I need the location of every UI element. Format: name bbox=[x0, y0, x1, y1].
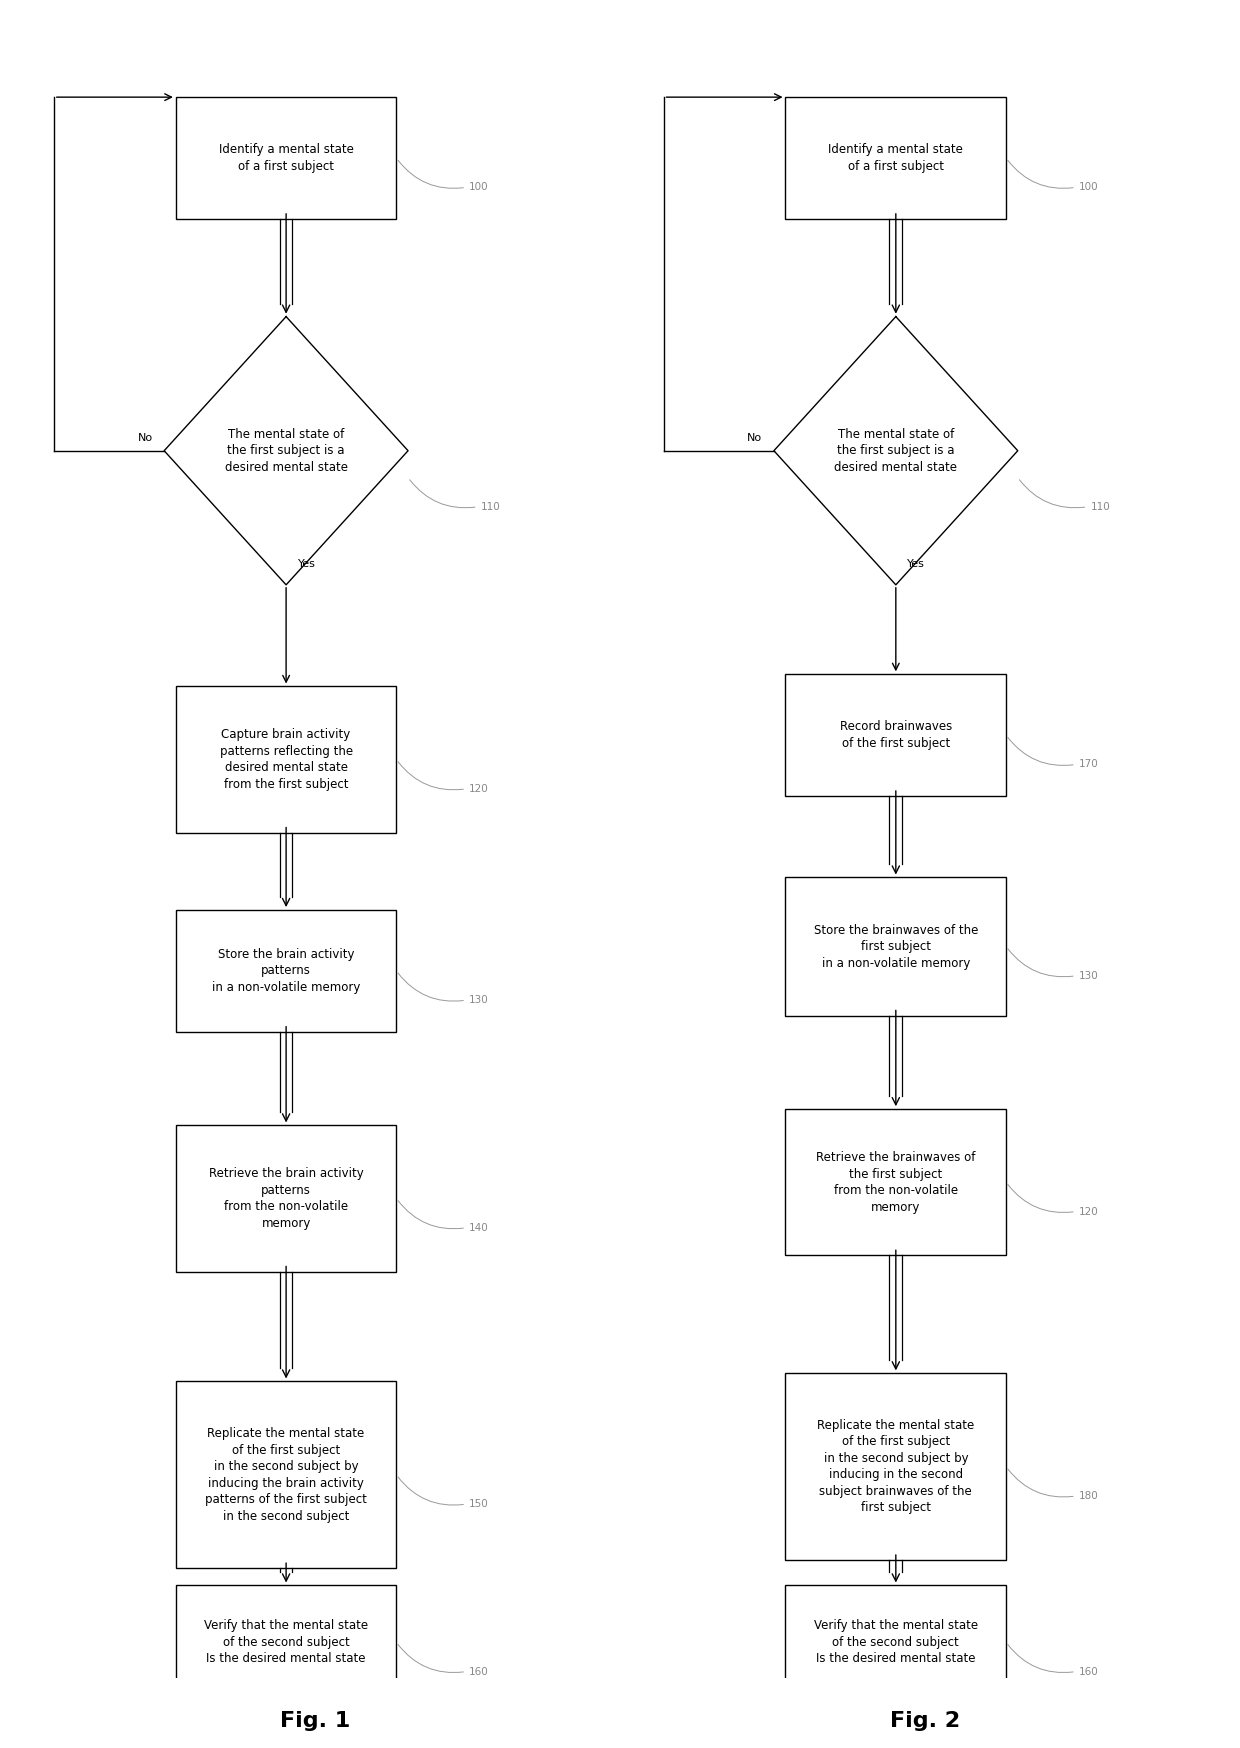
Text: 110: 110 bbox=[481, 502, 501, 512]
Bar bbox=[785, 1585, 1006, 1699]
Text: Verify that the mental state
of the second subject
Is the desired mental state: Verify that the mental state of the seco… bbox=[205, 1619, 368, 1666]
Text: 180: 180 bbox=[1079, 1491, 1099, 1502]
Text: 130: 130 bbox=[1079, 970, 1099, 981]
Bar bbox=[176, 1585, 397, 1699]
Text: Replicate the mental state
of the first subject
in the second subject by
inducin: Replicate the mental state of the first … bbox=[205, 1426, 367, 1523]
Text: Capture brain activity
patterns reflecting the
desired mental state
from the fir: Capture brain activity patterns reflecti… bbox=[219, 729, 352, 790]
Text: Retrieve the brain activity
patterns
from the non-volatile
memory: Retrieve the brain activity patterns fro… bbox=[208, 1168, 363, 1231]
Text: No: No bbox=[748, 432, 763, 442]
Text: 130: 130 bbox=[469, 995, 489, 1005]
Text: 100: 100 bbox=[469, 182, 489, 192]
Text: Yes: Yes bbox=[298, 559, 316, 568]
Text: Identify a mental state
of a first subject: Identify a mental state of a first subje… bbox=[828, 143, 963, 173]
Text: Fig. 2: Fig. 2 bbox=[890, 1711, 960, 1731]
Text: 140: 140 bbox=[469, 1224, 489, 1232]
Bar bbox=[176, 911, 397, 1031]
Text: Retrieve the brainwaves of
the first subject
from the non-volatile
memory: Retrieve the brainwaves of the first sub… bbox=[816, 1150, 976, 1213]
Text: Store the brainwaves of the
first subject
in a non-volatile memory: Store the brainwaves of the first subjec… bbox=[813, 923, 978, 970]
Bar bbox=[785, 1110, 1006, 1255]
Text: 120: 120 bbox=[1079, 1206, 1099, 1217]
Text: Fig. 1: Fig. 1 bbox=[280, 1711, 350, 1731]
Bar bbox=[785, 98, 1006, 218]
Text: Record brainwaves
of the first subject: Record brainwaves of the first subject bbox=[839, 720, 952, 750]
Bar bbox=[176, 1126, 397, 1273]
Bar bbox=[785, 675, 1006, 795]
Text: Yes: Yes bbox=[908, 559, 925, 568]
Text: 150: 150 bbox=[469, 1500, 489, 1509]
Text: Identify a mental state
of a first subject: Identify a mental state of a first subje… bbox=[218, 143, 353, 173]
Text: Store the brain activity
patterns
in a non-volatile memory: Store the brain activity patterns in a n… bbox=[212, 947, 361, 995]
Text: 100: 100 bbox=[1079, 182, 1099, 192]
Text: The mental state of
the first subject is a
desired mental state: The mental state of the first subject is… bbox=[835, 428, 957, 474]
Text: No: No bbox=[138, 432, 153, 442]
Text: The mental state of
the first subject is a
desired mental state: The mental state of the first subject is… bbox=[224, 428, 347, 474]
Text: Verify that the mental state
of the second subject
Is the desired mental state: Verify that the mental state of the seco… bbox=[813, 1619, 978, 1666]
Text: 170: 170 bbox=[1079, 759, 1099, 769]
Text: 120: 120 bbox=[469, 783, 489, 794]
Bar bbox=[785, 1374, 1006, 1561]
Text: 160: 160 bbox=[469, 1666, 489, 1676]
Bar bbox=[176, 1381, 397, 1568]
Bar bbox=[176, 98, 397, 218]
Text: Replicate the mental state
of the first subject
in the second subject by
inducin: Replicate the mental state of the first … bbox=[817, 1419, 975, 1514]
Polygon shape bbox=[164, 316, 408, 586]
Text: 110: 110 bbox=[1090, 502, 1110, 512]
Bar bbox=[176, 687, 397, 832]
Text: 160: 160 bbox=[1079, 1666, 1099, 1676]
Polygon shape bbox=[774, 316, 1018, 586]
Bar bbox=[785, 877, 1006, 1016]
